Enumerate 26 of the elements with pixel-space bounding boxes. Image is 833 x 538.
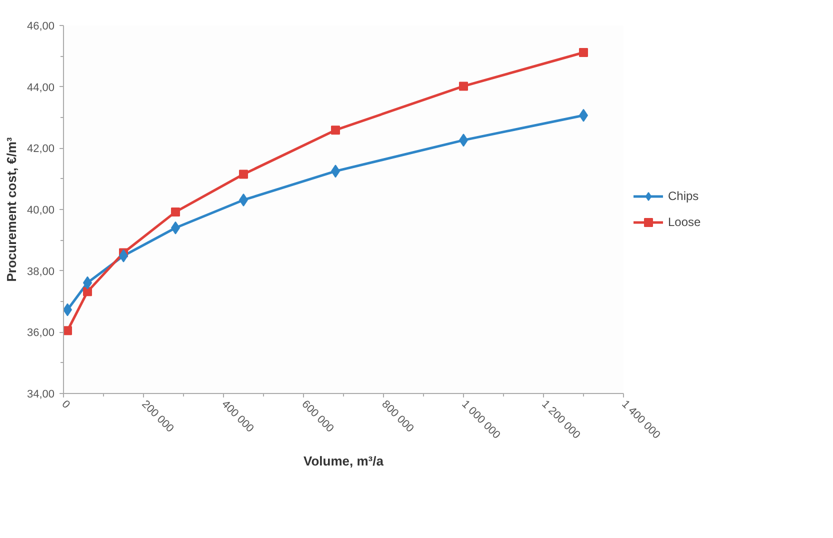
x-tick-label: 0	[59, 398, 72, 412]
y-tick-label: 38,00	[26, 266, 55, 278]
y-tick-label: 44,00	[26, 82, 55, 94]
point	[579, 48, 588, 57]
point	[171, 207, 180, 216]
point	[83, 287, 92, 296]
x-tick-label: 200 000	[139, 398, 176, 435]
x-tick-label: 1 200 000	[539, 398, 582, 442]
point	[459, 82, 468, 91]
x-tick-label: 600 000	[299, 398, 336, 435]
y-axis-title: Procurement cost, €/m³	[4, 136, 19, 282]
legend-label: Chips	[668, 189, 699, 203]
point	[331, 126, 340, 135]
y-tick-label: 34,00	[26, 388, 55, 400]
x-tick-label: 800 000	[379, 398, 416, 435]
x-tick-label: 1 000 000	[459, 398, 502, 442]
point	[64, 326, 72, 336]
y-tick-label: 36,00	[26, 327, 55, 340]
x-tick-label: 1 400 000	[619, 398, 662, 442]
y-tick-label: 46,00	[26, 20, 55, 32]
x-tick-label: 400 000	[219, 398, 256, 435]
y-tick-label: 40,00	[26, 204, 55, 216]
point	[239, 170, 248, 179]
x-axis-title: Volume, m³/a	[304, 454, 384, 469]
y-tick-label: 42,00	[26, 143, 55, 156]
legend-label: Loose	[668, 215, 701, 229]
